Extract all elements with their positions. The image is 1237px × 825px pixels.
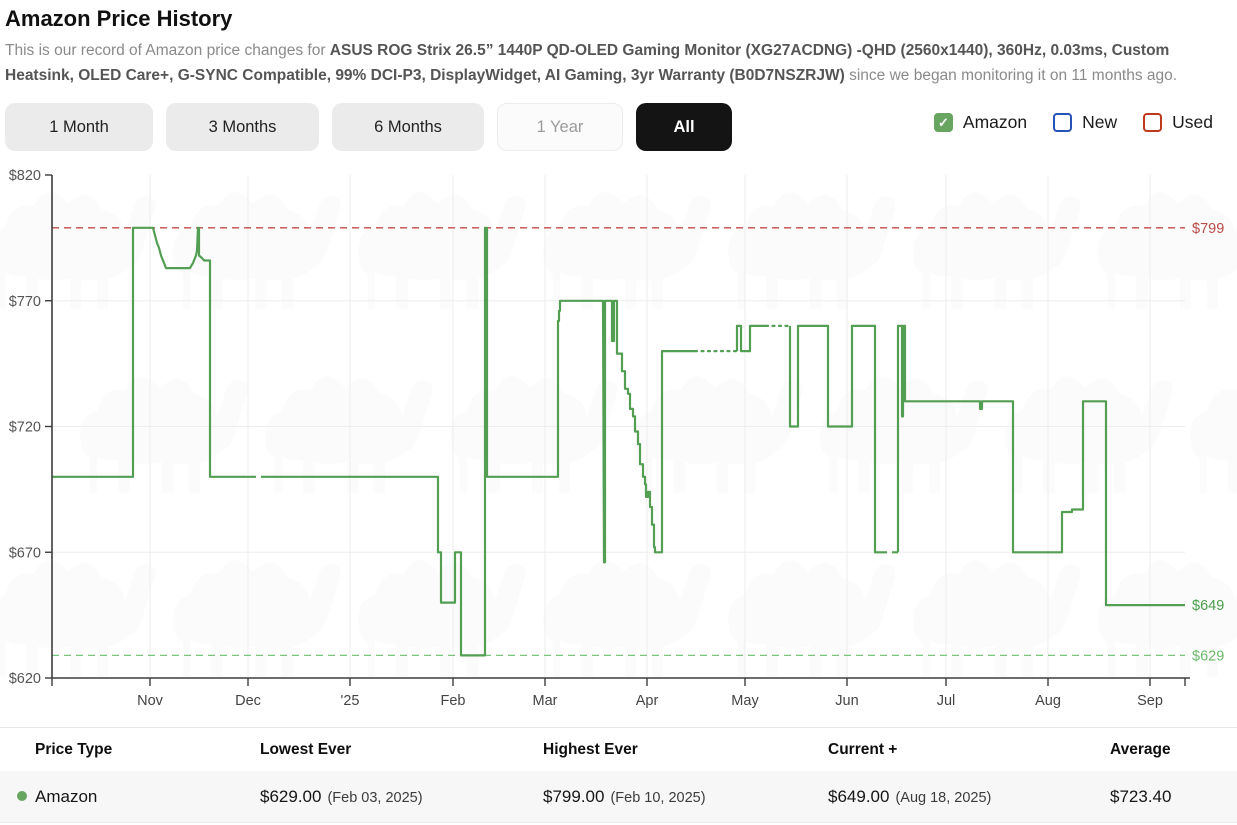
lowest-ever-cell: $629.00 (Feb 03, 2025) bbox=[260, 786, 423, 806]
camel-watermark-icon bbox=[173, 560, 340, 676]
range-button-1-year: 1 Year bbox=[497, 103, 623, 151]
x-tick-label: Nov bbox=[137, 693, 164, 709]
y-tick-label: $820 bbox=[9, 168, 41, 184]
x-tick-label: Jul bbox=[937, 693, 956, 709]
camel-watermark-icon bbox=[0, 560, 156, 676]
legend: ✓ Amazon New Used bbox=[933, 112, 1213, 133]
column-header-lowest-ever: Lowest Ever bbox=[260, 740, 352, 758]
y-tick-label: $770 bbox=[9, 294, 41, 310]
camel-watermark-icon bbox=[450, 376, 617, 492]
product-name: ASUS ROG Strix 26.5” 1440P QD-OLED Gamin… bbox=[5, 42, 1170, 84]
amazon-price-line bbox=[788, 324, 880, 554]
amazon-price-line bbox=[735, 324, 766, 353]
x-tick-label: Feb bbox=[441, 693, 466, 709]
camel-watermark-icon bbox=[543, 560, 710, 676]
checked-checkbox-icon[interactable]: ✓ bbox=[933, 113, 953, 132]
description-suffix: since we began monitoring it on 11 month… bbox=[844, 67, 1178, 84]
camel-watermark-icon bbox=[1190, 376, 1237, 492]
legend-item-new[interactable]: New bbox=[1053, 112, 1117, 133]
camel-watermark-icon bbox=[543, 192, 710, 308]
current-price-cell-date: (Aug 18, 2025) bbox=[895, 789, 992, 806]
legend-label: Amazon bbox=[962, 112, 1028, 132]
price-history-chart: $820 $770 $720 $670 $620 Nov Dec '25 Feb Mar Apr Ma… bbox=[0, 160, 1237, 720]
x-tick-label: May bbox=[731, 693, 759, 709]
camel-watermark-icon bbox=[80, 376, 247, 492]
camel-watermark-icon bbox=[1098, 192, 1237, 308]
price-type-label: Amazon bbox=[35, 786, 98, 806]
column-header-current: Current + bbox=[828, 740, 898, 758]
range-button-3-months[interactable]: 3 Months bbox=[166, 103, 319, 151]
camel-watermark-icon bbox=[358, 192, 525, 308]
legend-label: New bbox=[1082, 112, 1118, 132]
amazon-price-line bbox=[896, 324, 1185, 607]
page-title: Amazon Price History bbox=[5, 6, 233, 31]
x-tick-label: Apr bbox=[636, 693, 659, 709]
range-button-row: 1 Month 3 Months 6 Months 1 Year All bbox=[5, 103, 732, 151]
description-prefix: This is our record of Amazon price chang… bbox=[5, 42, 330, 59]
range-button-all[interactable]: All bbox=[636, 103, 732, 151]
legend-item-amazon[interactable]: ✓ Amazon bbox=[933, 112, 1028, 133]
x-tick-label: Mar bbox=[533, 693, 558, 709]
y-tick-label: $720 bbox=[9, 420, 41, 436]
average-price-cell: $723.40 bbox=[1110, 786, 1172, 806]
camel-watermark-icon bbox=[728, 560, 895, 676]
description: This is our record of Amazon price chang… bbox=[5, 38, 1185, 88]
camel-watermark-icon bbox=[913, 560, 1080, 676]
highest-ever-cell-date: (Feb 10, 2025) bbox=[610, 789, 706, 806]
lowest-ever-cell-date: (Feb 03, 2025) bbox=[327, 789, 423, 806]
legend-item-used[interactable]: Used bbox=[1143, 112, 1213, 133]
x-tick-label: Aug bbox=[1035, 693, 1061, 709]
table-row: Amazon $629.00 (Feb 03, 2025) $799.00 (Feb 1… bbox=[0, 771, 1237, 823]
range-button-1-month[interactable]: 1 Month bbox=[5, 103, 153, 151]
price-label-649: $649 bbox=[1192, 598, 1224, 614]
camel-watermark-icon bbox=[265, 376, 432, 492]
table-header-row: Price Type Lowest Ever Highest Ever Current… bbox=[0, 728, 1237, 771]
highest-ever-cell: $799.00 (Feb 10, 2025) bbox=[543, 786, 706, 806]
price-label-799: $799 bbox=[1192, 221, 1224, 237]
legend-label: Used bbox=[1172, 112, 1213, 132]
x-tick-label: Sep bbox=[1137, 693, 1163, 709]
camel-watermark-icon bbox=[1005, 376, 1172, 492]
price-type-cell: Amazon bbox=[17, 787, 260, 807]
column-header-price-type: Price Type bbox=[35, 740, 113, 758]
unchecked-checkbox-icon[interactable] bbox=[1143, 113, 1163, 132]
column-header-highest-ever: Highest Ever bbox=[543, 740, 638, 758]
x-tick-label: Dec bbox=[235, 693, 261, 709]
current-price-cell: $649.00 (Aug 18, 2025) bbox=[828, 786, 992, 806]
unchecked-checkbox-icon[interactable] bbox=[1053, 113, 1073, 132]
y-tick-label: $670 bbox=[9, 545, 41, 561]
camel-watermark-icon bbox=[635, 376, 802, 492]
series-dot-icon bbox=[17, 790, 27, 801]
y-tick-label: $620 bbox=[9, 671, 41, 687]
camel-watermark-icon bbox=[728, 192, 895, 308]
chart-canvas: $820 $770 $720 $670 $620 Nov Dec '25 Feb Mar Apr Ma… bbox=[0, 168, 1237, 709]
amazon-price-line bbox=[52, 226, 256, 478]
column-header-average: Average bbox=[1110, 740, 1171, 758]
x-tick-label: Jun bbox=[835, 693, 858, 709]
x-tick-label: '25 bbox=[341, 693, 360, 709]
range-button-6-months[interactable]: 6 Months bbox=[332, 103, 484, 151]
price-label-629: $629 bbox=[1192, 648, 1224, 664]
price-table: Price Type Lowest Ever Highest Ever Current… bbox=[0, 727, 1237, 823]
amazon-price-line bbox=[261, 226, 695, 657]
camel-watermark-icon bbox=[913, 192, 1080, 308]
